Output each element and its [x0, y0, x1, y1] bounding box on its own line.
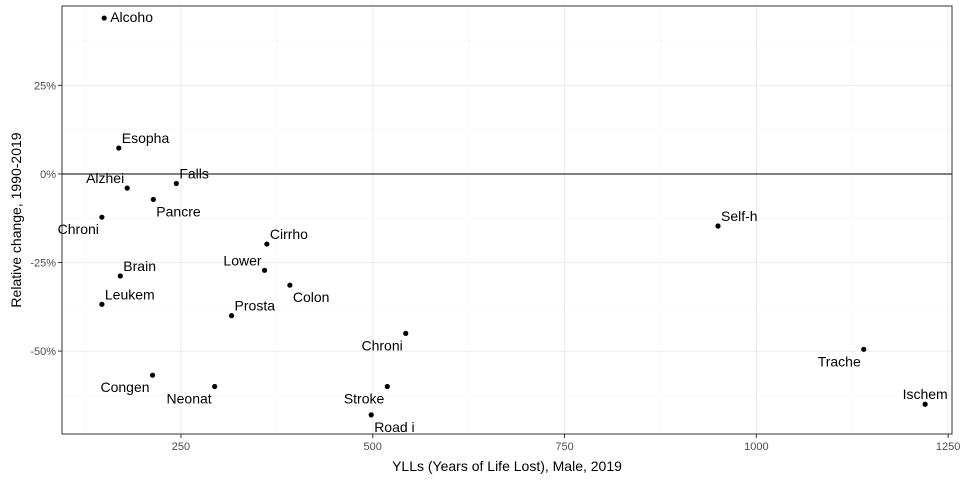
data-point [287, 282, 293, 288]
point-label: Esopha [122, 130, 170, 146]
x-axis: 250 500 750 1000 1250 [172, 434, 960, 453]
point-label: Alzhei [86, 170, 124, 186]
x-tick-label: 500 [364, 441, 382, 453]
data-point [173, 180, 179, 187]
data-point [150, 196, 156, 203]
point-label: Self-h [721, 208, 758, 224]
data-point [149, 372, 156, 378]
point-label: Cirrho [270, 226, 308, 242]
data-point [368, 412, 374, 418]
point-label: Congen [100, 379, 149, 395]
point-label: Alcoho [110, 9, 153, 25]
x-tick-label: 750 [555, 441, 573, 453]
x-tick-label: 250 [172, 441, 190, 453]
plot-panel [62, 6, 952, 434]
data-point [922, 401, 928, 407]
data-point [212, 383, 218, 390]
data-point [101, 15, 107, 21]
data-point [261, 267, 268, 273]
x-tick-label: 1000 [744, 441, 768, 453]
point-label: Leukem [105, 286, 155, 302]
data-point [124, 185, 130, 191]
point-label: Chroni [361, 337, 402, 353]
point-label: Lower [223, 252, 261, 268]
plot-border [61, 5, 953, 435]
point-label: Colon [293, 289, 330, 305]
y-tick-label: -25% [30, 258, 56, 270]
data-point [99, 301, 105, 307]
point-label: Road i [374, 419, 414, 435]
point-label: Neonat [167, 391, 212, 407]
minor-grid [62, 6, 952, 434]
y-tick-label: 0% [40, 169, 56, 181]
data-point [116, 145, 122, 151]
y-axis-title: Relative change, 1990-2019 [8, 132, 24, 307]
data-point [715, 223, 721, 229]
data-point [228, 313, 235, 319]
y-axis: -50% -25% 0% 25% [30, 80, 62, 358]
data-point [861, 346, 867, 352]
point-label: Trache [818, 353, 861, 369]
data-point [384, 383, 390, 390]
y-tick-label: 25% [34, 80, 56, 92]
x-axis-title: YLLs (Years of Life Lost), Male, 2019 [392, 458, 622, 474]
data-point [117, 273, 123, 279]
point-label: Stroke [344, 391, 385, 407]
point-label: Ischem [903, 386, 948, 402]
point-label: Brain [123, 258, 156, 274]
x-tick-label: 1250 [936, 441, 960, 453]
point-label: Falls [179, 166, 209, 182]
data-point [403, 330, 409, 336]
y-tick-label: -50% [30, 346, 56, 358]
point-label: Prosta [235, 298, 276, 314]
data-point [264, 241, 270, 247]
point-label: Chroni [58, 221, 99, 237]
data-points [99, 15, 928, 418]
point-labels: Alcoho Esopha Alzhei Falls Pancre Chroni Cirrh… [58, 9, 948, 435]
point-label: Pancre [156, 203, 201, 219]
data-point [99, 214, 105, 220]
